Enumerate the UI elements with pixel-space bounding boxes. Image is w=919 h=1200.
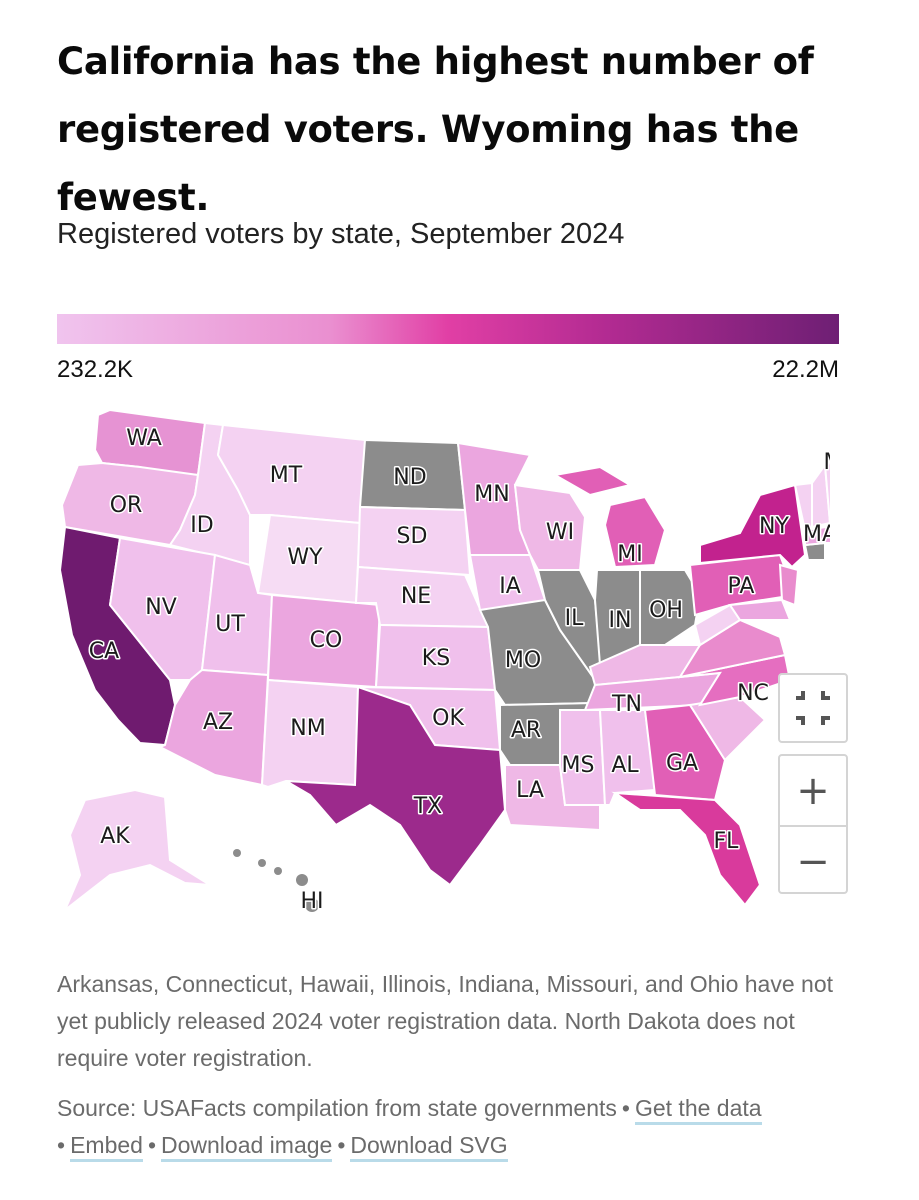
label-in: IN xyxy=(609,608,632,633)
label-ny: NY xyxy=(759,514,789,539)
state-ak[interactable] xyxy=(64,788,211,911)
label-mn: MN xyxy=(474,482,509,507)
color-legend: 232.2K 22.2M xyxy=(57,314,839,390)
legend-gradient-bar xyxy=(57,314,839,344)
label-tn: TN xyxy=(611,692,642,717)
label-nd: ND xyxy=(393,465,426,490)
state-hi[interactable] xyxy=(233,849,319,912)
label-ia: IA xyxy=(499,574,521,599)
label-la: LA xyxy=(516,778,544,803)
state-mi[interactable] xyxy=(552,465,667,569)
state-nj[interactable] xyxy=(778,563,800,607)
state-ma[interactable] xyxy=(804,525,830,547)
download-image-link[interactable]: Download image xyxy=(161,1132,333,1162)
label-nv: NV xyxy=(145,595,177,620)
label-ok: OK xyxy=(432,706,464,731)
label-ca: CA xyxy=(89,639,119,664)
label-mi: MI xyxy=(617,542,642,567)
state-me[interactable] xyxy=(823,427,830,526)
source-line: Source: USAFacts compilation from state … xyxy=(57,1090,877,1164)
label-ne: NE xyxy=(401,584,431,609)
state-tx[interactable] xyxy=(285,685,507,887)
state-sd[interactable] xyxy=(356,505,472,577)
legend-max-label: 22.2M xyxy=(772,356,839,383)
label-ks: KS xyxy=(422,646,450,671)
fit-to-screen-icon xyxy=(796,691,830,725)
label-ar: AR xyxy=(511,718,541,743)
get-data-link[interactable]: Get the data xyxy=(634,1095,762,1125)
source-text: Source: USAFacts compilation from state … xyxy=(57,1095,617,1121)
label-hi: HI xyxy=(300,889,323,914)
label-wy: WY xyxy=(287,545,323,570)
legend-min-label: 232.2K xyxy=(57,356,134,383)
label-wi: WI xyxy=(546,520,574,545)
label-il: IL xyxy=(565,606,584,631)
footnote: Arkansas, Connecticut, Hawaii, Illinois,… xyxy=(57,971,834,1071)
us-choropleth-map[interactable]: WA OR CA ID NV MT WY UT AZ CO NM ND SD N… xyxy=(40,405,830,925)
label-co: CO xyxy=(310,628,343,653)
label-al: AL xyxy=(611,753,639,778)
state-fl[interactable] xyxy=(611,791,762,907)
label-id: ID xyxy=(190,513,213,538)
download-svg-link[interactable]: Download SVG xyxy=(350,1132,508,1162)
label-me: ME xyxy=(824,450,830,475)
label-ma: MA xyxy=(803,522,830,547)
state-md[interactable] xyxy=(728,598,792,621)
fit-to-screen-button[interactable] xyxy=(778,673,848,743)
label-mt: MT xyxy=(270,463,303,488)
label-nc: NC xyxy=(737,681,769,706)
label-az: AZ xyxy=(203,710,233,735)
label-tx: TX xyxy=(413,794,443,819)
chart-subtitle: Registered voters by state, September 20… xyxy=(57,218,625,250)
label-nm: NM xyxy=(290,716,325,741)
label-wa: WA xyxy=(126,426,162,451)
zoom-controls: + − xyxy=(778,754,848,894)
label-ak: AK xyxy=(100,824,130,849)
label-sd: SD xyxy=(397,524,428,549)
chart-title: California has the highest number of reg… xyxy=(57,40,814,219)
state-ms[interactable] xyxy=(559,709,607,806)
embed-link[interactable]: Embed xyxy=(70,1132,143,1162)
label-or: OR xyxy=(110,493,143,518)
label-ms: MS xyxy=(562,753,595,778)
zoom-out-button[interactable]: − xyxy=(780,825,846,896)
state-ny[interactable] xyxy=(699,483,807,569)
zoom-in-button[interactable]: + xyxy=(796,767,830,814)
label-pa: PA xyxy=(728,574,755,599)
label-mo: MO xyxy=(505,648,541,673)
label-ga: GA xyxy=(666,751,698,776)
label-fl: FL xyxy=(714,829,740,854)
label-ut: UT xyxy=(215,612,245,637)
label-oh: OH xyxy=(649,598,683,623)
